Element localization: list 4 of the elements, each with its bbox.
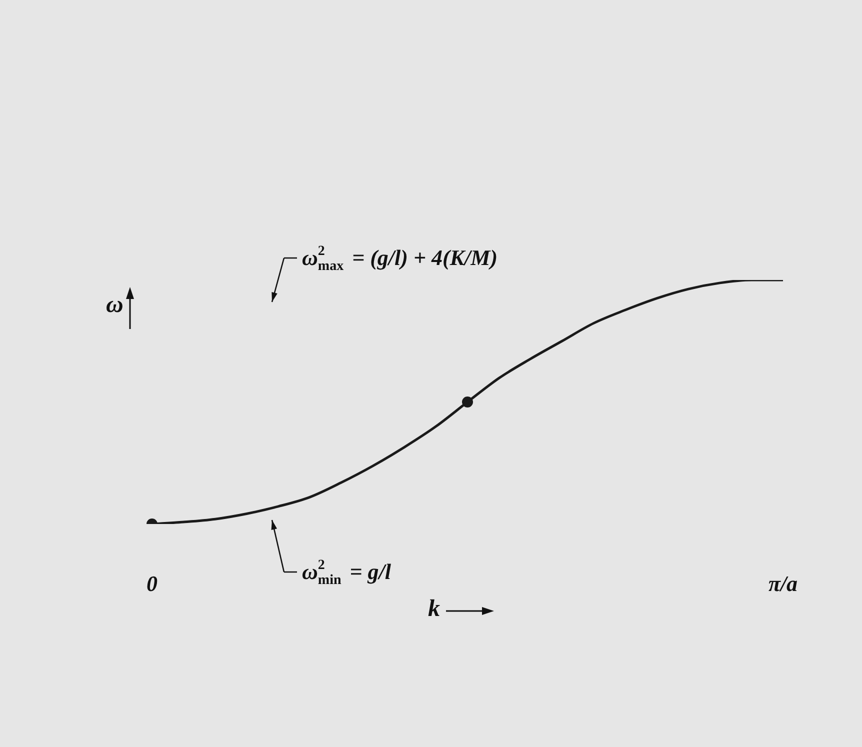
x-tick-label: 0 — [146, 570, 158, 596]
x-tick-label: π/a — [768, 570, 798, 596]
y-axis-title: ω — [106, 292, 124, 319]
x-axis-title: k — [428, 596, 440, 623]
